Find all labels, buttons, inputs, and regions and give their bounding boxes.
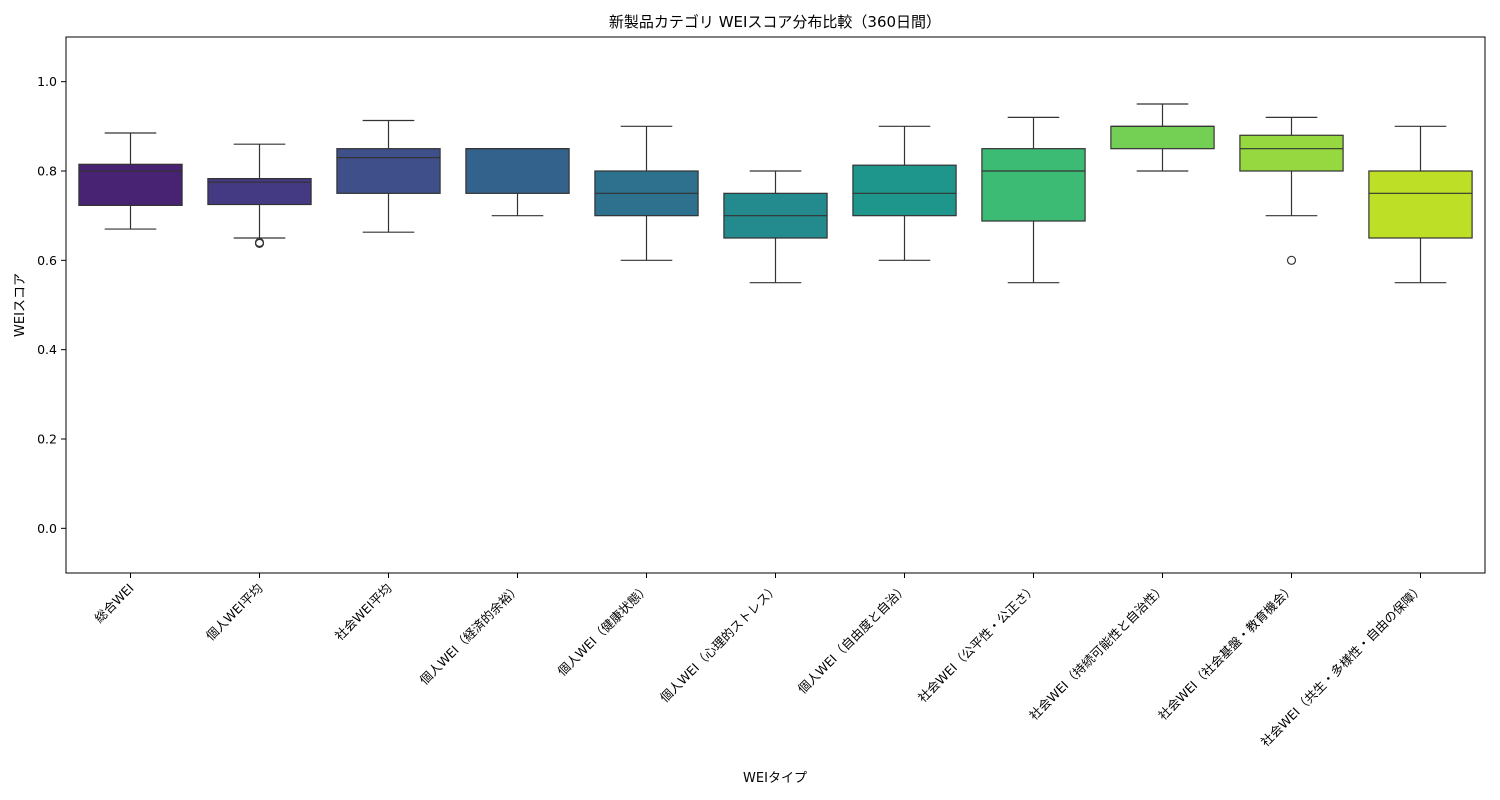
x-tick-label: 個人WEI（心理的ストレス）	[657, 581, 782, 706]
y-axis-label: WEIスコア	[13, 273, 28, 337]
box-11	[1368, 125, 1473, 284]
outlier-point	[254, 237, 265, 248]
y-tick-label: 0.4	[37, 342, 57, 357]
x-tick-label: 個人WEI（自由度と自治）	[795, 581, 911, 697]
y-tick-label: 0.8	[37, 164, 57, 179]
x-tick-label: 個人WEI（経済的余裕）	[417, 581, 524, 688]
y-tick-label: 0.6	[37, 253, 57, 268]
box-iqr	[981, 148, 1086, 222]
box-4	[465, 148, 570, 217]
x-tick-label: 総合WEI	[91, 581, 136, 626]
box-8	[981, 116, 1086, 284]
y-tick-label: 0.0	[37, 521, 57, 536]
box-10	[1239, 116, 1344, 265]
box-series	[78, 103, 1473, 284]
box-iqr	[207, 177, 312, 206]
outlier-point	[1286, 255, 1297, 265]
y-tick-label: 1.0	[37, 74, 57, 89]
plot-area	[65, 36, 1486, 574]
box-9	[1110, 103, 1215, 172]
box-iqr	[1239, 134, 1344, 172]
x-tick-label: 社会WEI（持続可能性と自治性）	[1026, 581, 1168, 723]
box-3	[336, 119, 441, 233]
box-7	[852, 125, 957, 261]
x-tick-label: 個人WEI平均	[203, 581, 266, 644]
x-axis-label: WEIタイプ	[743, 771, 807, 786]
box-iqr	[465, 148, 570, 194]
x-tick-label: 社会WEI（社会基盤・教育機会）	[1155, 581, 1297, 723]
box-6	[723, 170, 828, 284]
y-tick-label: 0.2	[37, 432, 57, 447]
box-1	[78, 132, 183, 230]
box-iqr	[336, 148, 441, 194]
x-axis: 総合WEI 個人WEI平均 社会WEI平均 個人WEI（経済的余裕） 個人WEI（健康状…	[91, 573, 1427, 750]
x-tick-label: 社会WEI（公平性・公正さ）	[915, 581, 1040, 706]
box-5	[594, 125, 699, 261]
box-iqr	[852, 164, 957, 217]
x-tick-label: 社会WEI平均	[332, 581, 395, 644]
box-iqr	[1110, 125, 1215, 150]
x-tick-label: 個人WEI（健康状態）	[554, 581, 652, 679]
chart-title: 新製品カテゴリ WEIスコア分布比較（360日間）	[609, 13, 941, 31]
box-2	[207, 143, 312, 248]
y-axis: 0.0 0.2 0.4 0.6 0.8 1.0	[37, 74, 66, 536]
x-tick-label: 社会WEI（共生・多様性・自由の保障）	[1258, 581, 1427, 750]
box-iqr	[1368, 170, 1473, 239]
